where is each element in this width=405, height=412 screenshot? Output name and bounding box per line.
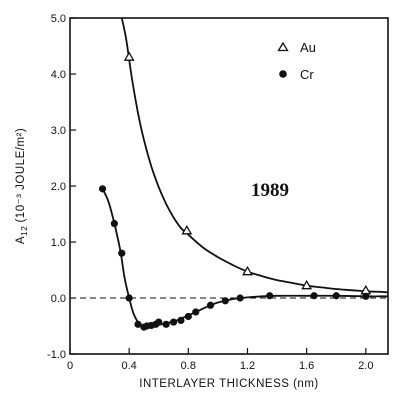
data-point-cr: [110, 219, 118, 228]
data-point-cr: [125, 294, 133, 302]
data-point-cr: [118, 249, 126, 257]
data-point-cr: [192, 308, 200, 316]
x-axis-ticks: 0 0.4 0.8 1.2 1.6 2.0: [67, 348, 373, 372]
y-axis-unit: (10⁻³ JOULE/m²): [15, 128, 27, 223]
x-tick-label: 0.8: [181, 360, 196, 372]
y-axis-subscript: 12: [19, 226, 29, 236]
y-tick-label: 1.0: [51, 237, 66, 249]
legend-cr-marker: [279, 70, 287, 78]
legend-cr-label: Cr: [300, 67, 314, 82]
data-point-cr: [236, 294, 244, 302]
y-tick-label: 0.0: [51, 293, 66, 305]
y-axis-ticks: -1.0 0.0 1.0 2.0 3.0 4.0 5.0: [47, 13, 76, 361]
x-tick-label: 0: [67, 360, 73, 372]
data-point-au: [123, 51, 135, 61]
x-axis-title: INTERLAYER THICKNESS (nm): [139, 378, 319, 390]
x-tick-label: 2.0: [358, 360, 373, 372]
data-point-cr: [177, 316, 185, 324]
data-point-cr: [184, 312, 192, 321]
y-tick-label: 2.0: [51, 181, 66, 193]
series-curve-au: [120, 17, 389, 294]
data-point-cr: [162, 320, 170, 328]
data-point-cr: [266, 292, 274, 300]
data-point-cr: [310, 292, 318, 300]
year-annotation: 1989: [251, 180, 289, 201]
x-tick-label: 1.2: [240, 360, 255, 372]
y-tick-label: -1.0: [47, 349, 66, 361]
y-axis-title: A12 (10⁻³ JOULE/m²): [15, 128, 29, 244]
data-point-cr: [332, 292, 340, 300]
data-point-cr: [155, 318, 163, 326]
y-tick-label: 4.0: [51, 69, 66, 81]
data-point-cr: [221, 297, 229, 305]
data-point-cr: [98, 185, 107, 193]
series-curve-cr: [101, 188, 389, 329]
legend-au-label: Au: [300, 40, 316, 55]
y-axis-symbol: A: [15, 236, 27, 244]
data-point-au: [181, 224, 193, 235]
fit-curves: [101, 17, 389, 329]
legend-au-marker: [277, 41, 289, 52]
data-point-au: [360, 284, 372, 295]
y-tick-label: 5.0: [51, 13, 66, 25]
data-point-cr: [134, 320, 142, 328]
data-point-au: [242, 265, 253, 276]
data-point-cr: [362, 292, 370, 300]
data-markers: [98, 51, 372, 331]
y-tick-label: 3.0: [51, 125, 66, 137]
data-point-au: [301, 279, 313, 290]
legend: Au Cr: [277, 40, 316, 82]
x-tick-label: 1.6: [299, 360, 314, 372]
x-tick-label: 0.4: [122, 360, 137, 372]
data-point-cr: [206, 301, 215, 309]
plot-frame: [69, 17, 389, 355]
data-point-cr: [169, 318, 178, 326]
